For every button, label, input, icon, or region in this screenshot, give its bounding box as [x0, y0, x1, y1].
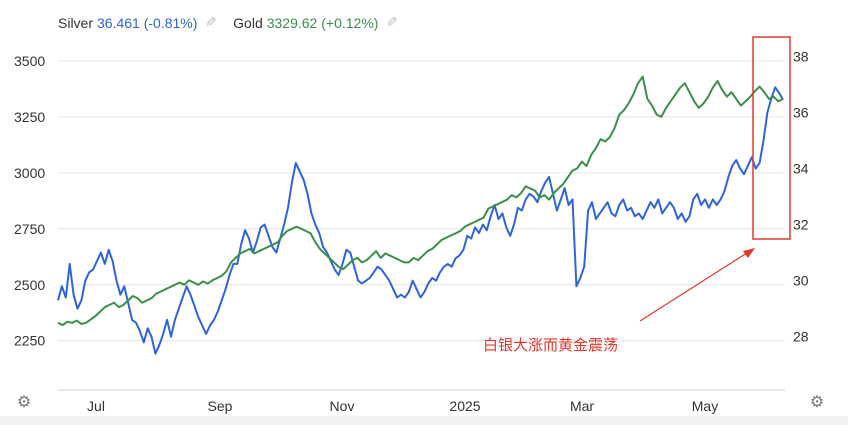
left-tick-label: 2250: [14, 333, 45, 349]
x-tick-label: May: [692, 398, 718, 414]
right-tick-label: 36: [793, 104, 809, 120]
x-tick-label: Mar: [570, 398, 594, 414]
highlight-box: [752, 36, 791, 240]
right-tick-label: 28: [793, 329, 809, 345]
annotation-group: 白银大涨而黄金震荡: [483, 36, 791, 354]
right-tick-label: 34: [793, 161, 809, 177]
footer-band: [0, 416, 848, 425]
chart-legend: Silver 36.461 (-0.81%) ✎ Gold 3329.62 (+…: [58, 14, 414, 31]
left-tick-label: 3500: [14, 53, 45, 69]
left-tick-label: 3250: [14, 109, 45, 125]
legend-silver-name: Silver: [58, 14, 94, 31]
right-axis: 28 30 32 34 36 38: [793, 48, 809, 344]
annotation-arrow-line: [639, 250, 751, 322]
right-tick-label: 32: [793, 217, 809, 233]
x-tick-label: Sep: [208, 398, 233, 414]
gold-line: [57, 75, 784, 327]
pencil-icon[interactable]: ✎: [386, 14, 399, 30]
annotation-arrowhead: [743, 248, 755, 258]
gear-icon[interactable]: ⚙: [16, 394, 32, 411]
grid-lines: [58, 60, 785, 391]
legend-gold-name: Gold: [233, 14, 263, 31]
series-lines: [57, 75, 784, 355]
x-tick-label: Nov: [330, 398, 355, 414]
legend-silver-value: 36.461 (-0.81%): [97, 14, 198, 31]
left-tick-label: 2500: [14, 277, 45, 293]
left-tick-label: 3000: [14, 165, 45, 181]
silver-line: [57, 86, 784, 355]
x-axis: Jul Sep Nov 2025 Mar May: [87, 398, 718, 414]
right-tick-label: 30: [793, 273, 809, 289]
right-tick-label: 38: [793, 48, 809, 64]
gear-icon[interactable]: ⚙: [809, 394, 825, 411]
x-tick-label: Jul: [87, 398, 105, 414]
left-axis: 2250 2500 2750 3000 3250 3500: [14, 53, 45, 349]
left-tick-label: 2750: [14, 221, 45, 237]
legend-gold-value: 3329.62 (+0.12%): [266, 14, 379, 31]
annotation-text: 白银大涨而黄金震荡: [483, 336, 618, 354]
x-tick-label: 2025: [449, 398, 480, 414]
pencil-icon[interactable]: ✎: [205, 14, 218, 30]
